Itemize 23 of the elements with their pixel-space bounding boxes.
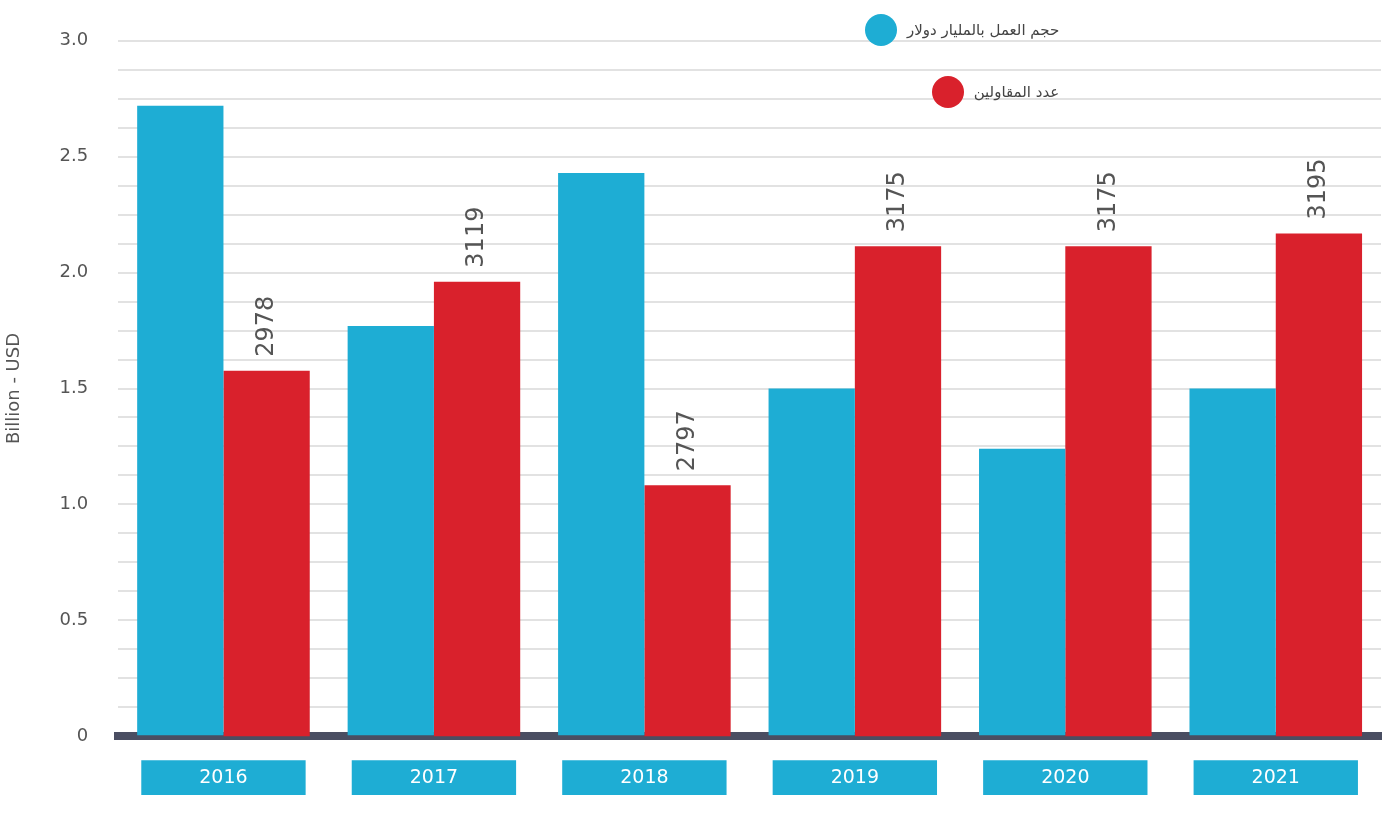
y-tick-label: 1.5 bbox=[59, 376, 89, 398]
y-tick-label: 2.5 bbox=[59, 144, 89, 166]
y-tick-label: 1.0 bbox=[59, 492, 89, 514]
data-label: 3195 bbox=[1303, 158, 1332, 220]
data-label: 3175 bbox=[882, 171, 911, 233]
y-tick-label: 2.0 bbox=[59, 260, 89, 282]
data-label: 2978 bbox=[250, 295, 279, 357]
legend-label: حجم العمل بالمليار دولار bbox=[907, 21, 1060, 39]
x-tick-label: 2017 bbox=[409, 764, 459, 787]
legend-label: عدد المقاولين bbox=[973, 83, 1060, 101]
y-tick-label: 3.0 bbox=[59, 28, 89, 50]
data-label: 2797 bbox=[671, 410, 700, 472]
x-tick-label: 2021 bbox=[1251, 764, 1300, 787]
x-tick-label: 2019 bbox=[830, 764, 880, 787]
x-tick-label: 2018 bbox=[620, 764, 669, 787]
x-tick-label: 2016 bbox=[199, 764, 248, 787]
x-tick-label: 2020 bbox=[1041, 764, 1090, 787]
y-tick-label: 0 bbox=[76, 723, 89, 745]
bar bbox=[558, 172, 645, 736]
y-tick-label: 0.5 bbox=[59, 607, 89, 629]
data-label: 3119 bbox=[461, 206, 490, 268]
data-label: 3175 bbox=[1092, 171, 1121, 233]
y-axis-title: Billion - USD bbox=[2, 332, 24, 445]
